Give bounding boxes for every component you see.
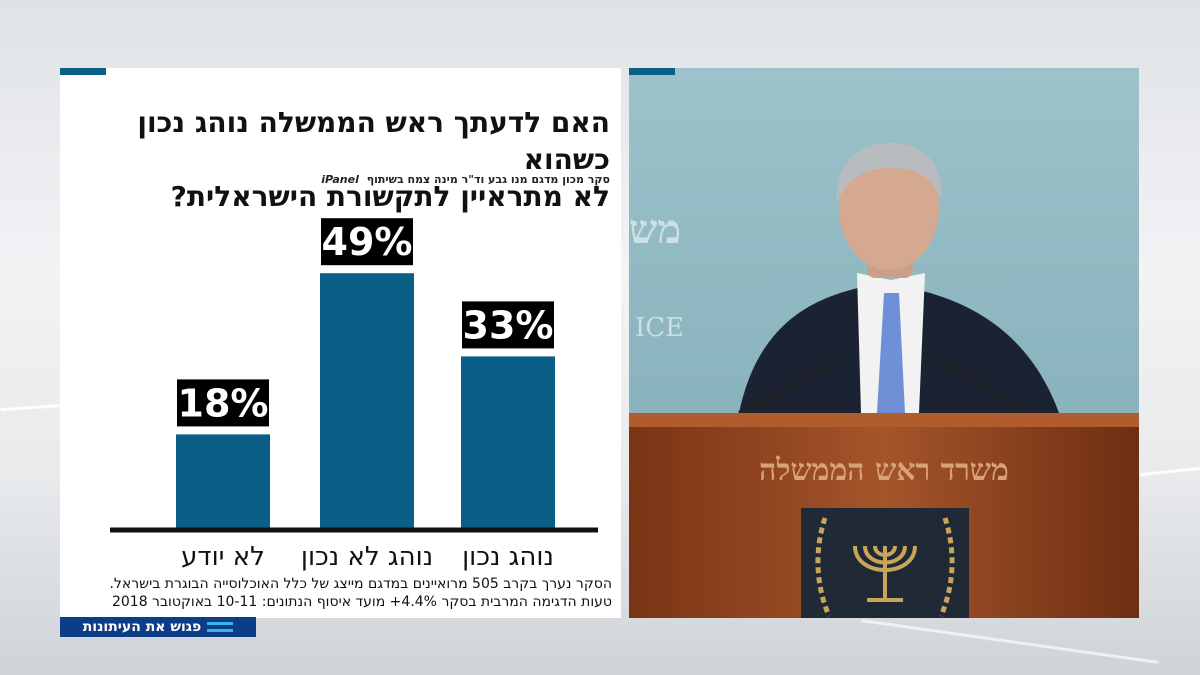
background-streak [1140,466,1200,477]
survey-footnote: הסקר נערך בקרב 505 מרואיינים במדגם מייצג… [80,575,612,611]
footnote-line-1: הסקר נערך בקרב 505 מרואיינים במדגם מייצג… [109,576,612,592]
photo-illustration: מש ICE משרד ראש הממשלה [629,68,1139,618]
wall-text-top: מש [629,206,681,253]
microphone-stem [932,356,1031,415]
headline-line-1: האם לדעתך ראש הממשלה נוהג נכון כשהוא [137,106,610,176]
chart-headline: האם לדעתך ראש הממשלה נוהג נכון כשהוא לא … [70,104,610,215]
chart-accent-bar [60,68,106,75]
equals-lines-icon [207,621,234,633]
menorah-emblem-icon [853,545,917,602]
program-badge: פגוש את העיתונות [60,617,256,637]
microphone-stem [738,356,845,415]
credit-text: סקר מכון מדגם מנו גבע וד"ר מינה צמח בשית… [366,173,610,186]
speaker-face [839,146,939,270]
podium-top [629,413,1139,427]
background-streak [861,619,1159,664]
survey-credit: סקר מכון מדגם מנו גבע וד"ר מינה צמח בשית… [250,173,610,186]
speaker-hair [836,143,942,203]
credit-partner-logo: iPanel [321,173,359,186]
olive-branch-left [815,517,832,617]
photo-accent-bar [629,68,675,75]
speaker-tie [877,293,905,413]
press-conference-photo: מש ICE משרד ראש הממשלה [629,68,1139,618]
podium-inscription: משרד ראש הממשלה [759,453,1009,488]
program-badge-label: פגוש את העיתונות [82,619,202,635]
olive-branch-right [938,517,955,617]
headline-line-2: לא מתראיין לתקשורת הישראלית? [170,180,610,213]
wall-text-side: ICE [635,313,684,343]
footnote-line-2: טעות הדגימה המרבית בסקר 4.4%+ מועד איסוף… [111,594,612,610]
